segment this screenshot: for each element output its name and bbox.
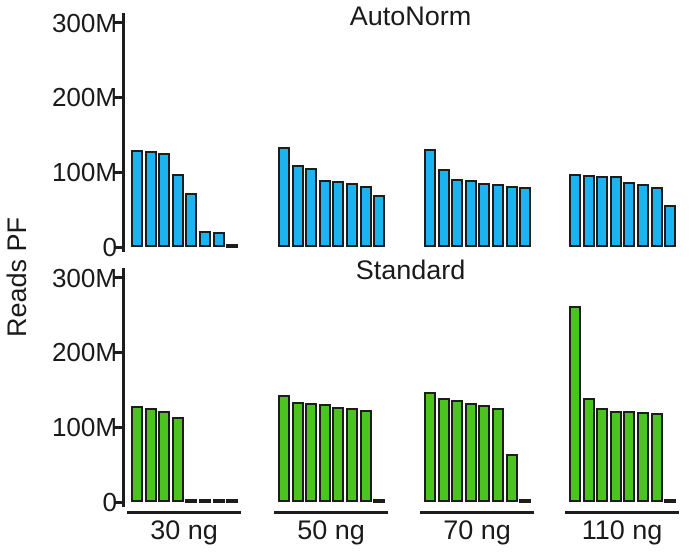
bar bbox=[158, 411, 171, 502]
y-axis-tick bbox=[114, 500, 122, 504]
bar bbox=[664, 499, 677, 503]
bar bbox=[650, 187, 663, 247]
y-tick-label: 0 bbox=[102, 232, 117, 262]
y-axis-line bbox=[122, 13, 125, 252]
bar bbox=[437, 398, 450, 502]
bar bbox=[185, 499, 198, 503]
bar bbox=[373, 195, 386, 247]
bar bbox=[596, 408, 609, 502]
y-axis-tick bbox=[114, 170, 122, 174]
bar bbox=[144, 408, 157, 502]
bar bbox=[582, 398, 595, 502]
bar bbox=[637, 412, 649, 502]
bar bbox=[158, 153, 171, 247]
bar bbox=[359, 410, 372, 502]
y-tick-label: 300M bbox=[51, 7, 117, 38]
bar bbox=[664, 205, 677, 247]
x-category-label: 70 ng bbox=[443, 515, 511, 545]
bar bbox=[464, 403, 477, 502]
bar bbox=[318, 404, 331, 502]
bar bbox=[278, 395, 290, 502]
bar bbox=[582, 175, 595, 247]
bar bbox=[451, 400, 464, 502]
y-axis-tick bbox=[114, 425, 122, 429]
panel-title-autonorm: AutoNorm bbox=[349, 1, 472, 31]
bar bbox=[505, 186, 518, 247]
x-category-label: 30 ng bbox=[150, 515, 218, 545]
y-tick-label: 100M bbox=[51, 157, 117, 188]
bar bbox=[305, 403, 318, 502]
bar bbox=[519, 499, 532, 503]
bar bbox=[199, 499, 211, 503]
y-tick-label: 100M bbox=[51, 412, 117, 443]
y-tick-label: 300M bbox=[51, 262, 117, 293]
bar bbox=[623, 182, 636, 247]
bar bbox=[424, 392, 436, 502]
bar bbox=[359, 186, 372, 247]
bar bbox=[305, 168, 318, 247]
y-axis-title: Reads PF bbox=[2, 216, 32, 338]
y-axis-tick bbox=[114, 21, 122, 25]
bar bbox=[519, 187, 532, 247]
x-category-label: 50 ng bbox=[297, 515, 365, 545]
bar bbox=[212, 499, 225, 503]
panel-title-standard: Standard bbox=[355, 255, 466, 285]
bar bbox=[291, 165, 304, 247]
bar bbox=[505, 454, 518, 502]
bar bbox=[131, 150, 143, 247]
bar bbox=[569, 174, 581, 247]
bar bbox=[609, 176, 622, 247]
bar bbox=[332, 181, 345, 247]
bar bbox=[346, 183, 358, 247]
bar bbox=[609, 411, 622, 502]
bar bbox=[346, 408, 358, 502]
bar bbox=[291, 402, 304, 502]
y-axis-tick bbox=[114, 350, 122, 354]
bar bbox=[623, 411, 636, 502]
bar bbox=[569, 306, 581, 502]
bar bbox=[318, 180, 331, 247]
bar bbox=[226, 499, 239, 503]
bar bbox=[332, 407, 345, 502]
bar bbox=[596, 176, 609, 247]
bar bbox=[226, 244, 239, 248]
x-axis-segment bbox=[565, 511, 679, 514]
bar bbox=[464, 180, 477, 247]
bar bbox=[171, 174, 184, 247]
bar bbox=[451, 179, 464, 247]
y-tick-label: 200M bbox=[51, 337, 117, 368]
y-tick-label: 0 bbox=[102, 487, 117, 517]
bar bbox=[171, 417, 184, 502]
x-axis-segment bbox=[274, 511, 388, 514]
bar bbox=[278, 147, 290, 247]
y-axis-tick bbox=[114, 276, 122, 280]
bar bbox=[185, 193, 198, 247]
bar bbox=[478, 405, 491, 502]
y-axis-line bbox=[122, 268, 125, 507]
bar bbox=[212, 232, 225, 247]
bar bbox=[131, 406, 143, 502]
y-axis-tick bbox=[114, 95, 122, 99]
y-axis-tick bbox=[114, 245, 122, 249]
bar bbox=[637, 184, 649, 247]
bar bbox=[492, 184, 504, 247]
x-axis-segment bbox=[127, 511, 241, 514]
x-axis-segment bbox=[420, 511, 534, 514]
bar bbox=[650, 413, 663, 502]
bar bbox=[373, 499, 386, 503]
bar bbox=[478, 183, 491, 247]
bar bbox=[492, 408, 504, 502]
bar bbox=[437, 169, 450, 247]
bar bbox=[144, 151, 157, 247]
bar bbox=[199, 231, 211, 247]
bar bbox=[424, 149, 436, 247]
y-tick-label: 200M bbox=[51, 82, 117, 113]
x-category-label: 110 ng bbox=[581, 515, 663, 545]
